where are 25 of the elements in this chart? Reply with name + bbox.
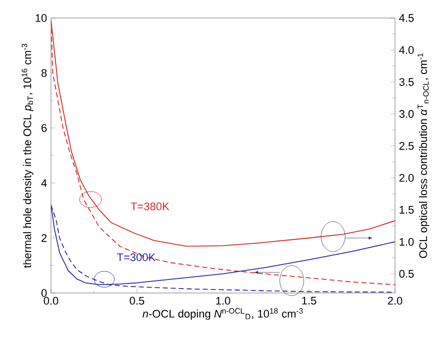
y-tick-label: 10 xyxy=(36,14,47,22)
y-axis-title: thermal hole density in the OCL p$_{bT}$, 10$^{16}$ cm$^{-3}$ xyxy=(22,44,34,268)
y-tick-label: 8 xyxy=(41,69,47,77)
y2-axis-title: OCL optical loss contribution α$^{T}$$_{n-OCL}$, cm$^{-1}$ xyxy=(418,53,430,258)
x-tick-label: 0.5 xyxy=(130,296,144,305)
y-tick-label: 0 xyxy=(41,289,47,297)
y-tick-label: 4 xyxy=(41,179,47,187)
x-tick-label: 1.0 xyxy=(216,296,230,305)
y2-tick-label: 2.5 xyxy=(399,142,414,150)
y-tick-label: 2 xyxy=(42,234,47,242)
x-tick-label: 2.0 xyxy=(388,296,402,305)
text: n-OCL doping N$^{n-OCL}$$_{D}$, 10$^{18}$ cm$^{-3}$ xyxy=(142,308,303,320)
y2-tick-label: 3.0 xyxy=(399,110,414,118)
x-tick-label: 0.0 xyxy=(44,296,58,305)
y2-tick-label: 4.5 xyxy=(399,14,414,22)
y2-tick-label: 0.5 xyxy=(399,270,414,278)
annotation: T=300K xyxy=(117,253,156,262)
y2-tick-label: 3.5 xyxy=(399,78,414,86)
y2-tick-label: 1.5 xyxy=(400,206,414,214)
y-tick-label: 6 xyxy=(42,124,47,132)
y2-tick-label: 2.0 xyxy=(399,174,414,182)
annotation: T=380K xyxy=(130,202,170,210)
x-tick-label: 1.5 xyxy=(302,296,316,305)
y2-tick-label: 1.0 xyxy=(400,238,414,246)
y2-tick-label: 4.0 xyxy=(399,46,414,54)
